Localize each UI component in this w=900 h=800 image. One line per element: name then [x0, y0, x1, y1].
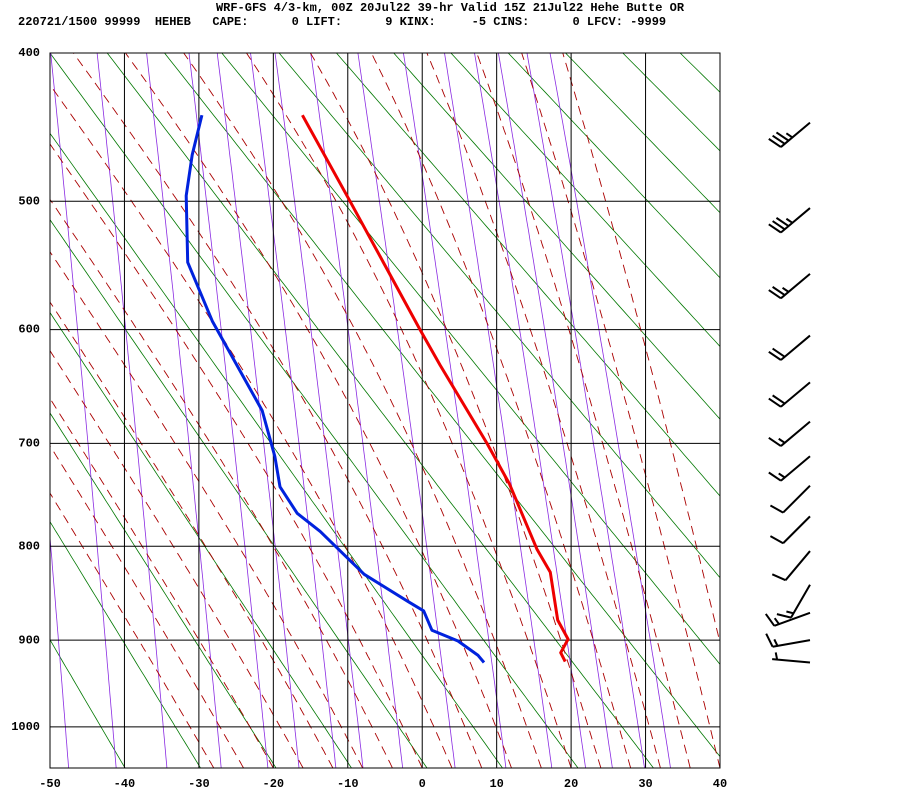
moist-adiabat	[50, 492, 215, 768]
wind-barb	[769, 485, 811, 514]
y-tick-label: 900	[18, 633, 40, 647]
dry-adiabat	[565, 53, 720, 214]
dry-adiabat	[737, 53, 900, 768]
wind-barb	[764, 611, 811, 627]
dry-adiabat	[106, 53, 654, 768]
wind-barb	[765, 633, 811, 648]
x-tick-label: 20	[564, 777, 578, 791]
mixing-ratio-line	[188, 53, 269, 768]
mixing-ratio-line	[526, 53, 645, 768]
dry-adiabat	[795, 53, 900, 768]
dry-adiabat	[50, 412, 277, 768]
x-tick-label: -10	[337, 777, 359, 791]
dry-adiabat	[336, 53, 720, 497]
x-tick-label: 40	[713, 777, 727, 791]
dry-adiabat	[221, 53, 720, 665]
mixing-ratio-line	[50, 532, 69, 768]
thermo-lines	[0, 53, 900, 768]
moist-adiabat	[72, 53, 483, 768]
moist-adiabat	[183, 53, 542, 768]
moist-adiabat	[521, 53, 720, 768]
wind-barb	[768, 273, 811, 300]
x-tick-label: 0	[419, 777, 426, 791]
moist-adiabat	[50, 251, 364, 768]
y-tick-label: 500	[18, 194, 40, 208]
dry-adiabat	[50, 218, 428, 768]
wind-barb	[768, 381, 811, 408]
wind-barb	[776, 584, 811, 619]
x-tick-label: -20	[263, 777, 285, 791]
wind-barb	[772, 652, 811, 664]
profile-line	[301, 114, 570, 663]
moist-adiabat	[50, 301, 334, 768]
dry-adiabat	[0, 53, 50, 768]
mixing-ratio-line	[444, 53, 553, 768]
moist-adiabat	[50, 397, 274, 768]
moist-adiabat	[50, 198, 393, 768]
chart-title: WRF-GFS 4/3-km, 00Z 20Jul22 39-hr Valid …	[216, 1, 685, 15]
moist-adiabat	[562, 53, 720, 645]
moist-adiabat	[426, 53, 661, 768]
mixing-ratio-line	[216, 53, 300, 768]
mixing-ratio-line	[403, 53, 507, 768]
wind-barb	[768, 455, 811, 482]
moist-adiabat	[124, 53, 513, 768]
mixing-ratio-line	[549, 53, 671, 768]
x-tick-label: -30	[188, 777, 210, 791]
wind-barb	[768, 334, 811, 361]
moist-adiabat	[50, 143, 423, 768]
dry-adiabat	[50, 132, 503, 768]
y-tick-label: 600	[18, 323, 40, 337]
mixing-ratio-line	[250, 53, 337, 768]
mixing-ratio-line	[498, 53, 613, 768]
x-tick-label: 10	[489, 777, 503, 791]
y-tick-label: 700	[18, 437, 40, 451]
wind-barb	[769, 515, 811, 545]
moist-adiabat	[476, 53, 691, 768]
dry-adiabat	[450, 53, 720, 348]
mixing-ratio-line	[50, 53, 117, 768]
y-tick-label: 800	[18, 539, 40, 553]
dry-adiabat	[50, 311, 352, 768]
mixing-ratio-line	[310, 53, 404, 768]
dry-adiabat	[164, 53, 720, 758]
chart-subtitle: 220721/1500 99999 HEHEB CAPE: 0 LIFT: 9 …	[18, 15, 666, 29]
mixing-ratio-line	[357, 53, 456, 768]
moist-adiabat	[370, 53, 632, 768]
dry-adiabat	[278, 53, 720, 579]
dry-adiabat	[393, 53, 720, 420]
profile-line	[184, 114, 486, 664]
mixing-ratio-line	[274, 53, 364, 768]
y-tick-label: 1000	[11, 720, 40, 734]
dry-adiabat	[50, 520, 201, 768]
dry-adiabat	[622, 53, 720, 152]
x-tick-label: -50	[39, 777, 61, 791]
moist-adiabat	[50, 349, 304, 768]
y-tick-label: 400	[18, 46, 40, 60]
dry-adiabat	[50, 638, 126, 768]
moist-adiabat	[245, 53, 572, 768]
wind-barb	[768, 207, 811, 234]
x-tick-label: -40	[114, 777, 136, 791]
mixing-ratio-line	[96, 53, 168, 768]
dry-adiabat	[507, 53, 720, 279]
dry-adiabat	[50, 53, 579, 768]
wind-barb	[768, 121, 811, 148]
x-tick-label: 30	[638, 777, 652, 791]
wind-barb	[771, 550, 811, 582]
dry-adiabat	[852, 53, 900, 768]
mixing-ratio-line	[146, 53, 222, 768]
wind-barb	[768, 420, 811, 447]
moist-adiabat	[50, 84, 453, 768]
moist-adiabat	[50, 444, 244, 768]
